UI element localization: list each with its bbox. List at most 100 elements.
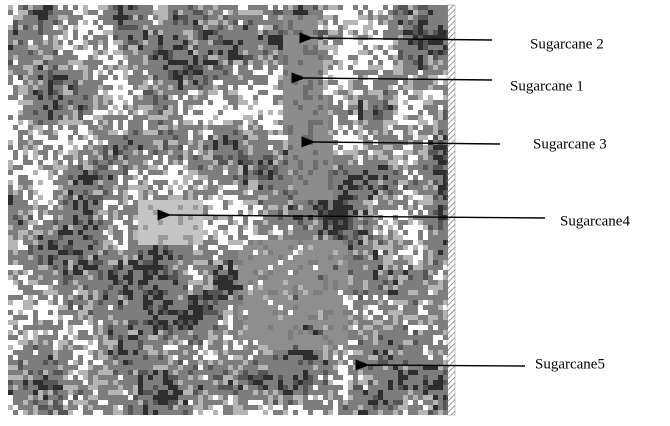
map-pixel [148, 65, 153, 70]
map-pixel [408, 5, 413, 10]
map-pixel [373, 125, 378, 130]
map-pixel [388, 280, 393, 285]
map-pixel [308, 260, 313, 265]
map-pixel [348, 65, 353, 70]
map-pixel [48, 220, 53, 225]
map-pixel [53, 10, 58, 15]
map-pixel [198, 75, 203, 80]
map-pixel [38, 200, 43, 205]
map-pixel [33, 265, 38, 270]
map-pixel [23, 70, 28, 75]
map-pixel [148, 160, 153, 165]
map-pixel [23, 205, 28, 210]
map-pixel [338, 180, 343, 185]
map-pixel [243, 100, 248, 105]
map-pixel [438, 55, 443, 60]
map-pixel [108, 190, 113, 195]
map-pixel [328, 285, 333, 290]
map-pixel [268, 135, 273, 140]
map-pixel [218, 140, 223, 145]
map-pixel [398, 70, 403, 75]
map-pixel [43, 190, 48, 195]
map-pixel [63, 5, 68, 10]
map-pixel [318, 110, 323, 115]
map-pixel [243, 35, 248, 40]
map-pixel [63, 200, 68, 205]
map-pixel [298, 55, 303, 60]
map-pixel [168, 235, 173, 240]
map-pixel [73, 135, 78, 140]
map-pixel [168, 35, 173, 40]
map-pixel [23, 175, 28, 180]
map-pixel [253, 5, 258, 10]
map-pixel [383, 230, 388, 235]
map-pixel [228, 90, 233, 95]
map-pixel [383, 240, 388, 245]
map-pixel [153, 230, 158, 235]
map-pixel [313, 280, 318, 285]
map-pixel [333, 115, 338, 120]
map-pixel [368, 275, 373, 280]
map-pixel [98, 10, 103, 15]
map-pixel [318, 160, 323, 165]
map-pixel [408, 115, 413, 120]
map-pixel [338, 5, 343, 10]
map-pixel [273, 40, 278, 45]
map-pixel [313, 40, 318, 45]
map-pixel [263, 45, 268, 50]
map-pixel [138, 85, 143, 90]
map-pixel [298, 150, 303, 155]
map-pixel [273, 55, 278, 60]
map-pixel [323, 260, 328, 265]
map-pixel [418, 235, 423, 240]
map-pixel [433, 45, 438, 50]
map-pixel [198, 50, 203, 55]
map-pixel [148, 75, 153, 80]
map-pixel [323, 25, 328, 30]
map-pixel [228, 210, 233, 215]
map-pixel [23, 240, 28, 245]
map-pixel [433, 220, 438, 225]
map-pixel [333, 230, 338, 235]
map-pixel [388, 200, 393, 205]
map-pixel [383, 130, 388, 135]
map-pixel [408, 40, 413, 45]
map-pixel [53, 235, 58, 240]
map-pixel [78, 100, 83, 105]
map-pixel [63, 170, 68, 175]
map-pixel [278, 130, 283, 135]
map-pixel [48, 120, 53, 125]
map-pixel [88, 235, 93, 240]
map-pixel [263, 70, 268, 75]
map-pixel [178, 100, 183, 105]
map-pixel [63, 210, 68, 215]
map-pixel [23, 165, 28, 170]
map-pixel [33, 145, 38, 150]
map-pixel [308, 205, 313, 210]
map-pixel [413, 240, 418, 245]
map-pixel [338, 165, 343, 170]
map-pixel [103, 40, 108, 45]
map-pixel [378, 185, 383, 190]
map-pixel [133, 255, 138, 260]
map-pixel [33, 35, 38, 40]
map-pixel [8, 70, 13, 75]
map-pixel [98, 115, 103, 120]
map-pixel [168, 265, 173, 270]
map-pixel [128, 240, 133, 245]
map-pixel [223, 60, 228, 65]
map-pixel [133, 95, 138, 100]
map-pixel [203, 225, 208, 230]
map-pixel [348, 170, 353, 175]
map-pixel [138, 40, 143, 45]
map-pixel [78, 220, 83, 225]
map-pixel [363, 185, 368, 190]
map-pixel [23, 160, 28, 165]
map-pixel [283, 135, 288, 140]
map-pixel [88, 60, 93, 65]
map-pixel [353, 270, 358, 275]
map-pixel [228, 115, 233, 120]
map-pixel [118, 260, 123, 265]
map-pixel [273, 65, 278, 70]
map-pixel [248, 130, 253, 135]
